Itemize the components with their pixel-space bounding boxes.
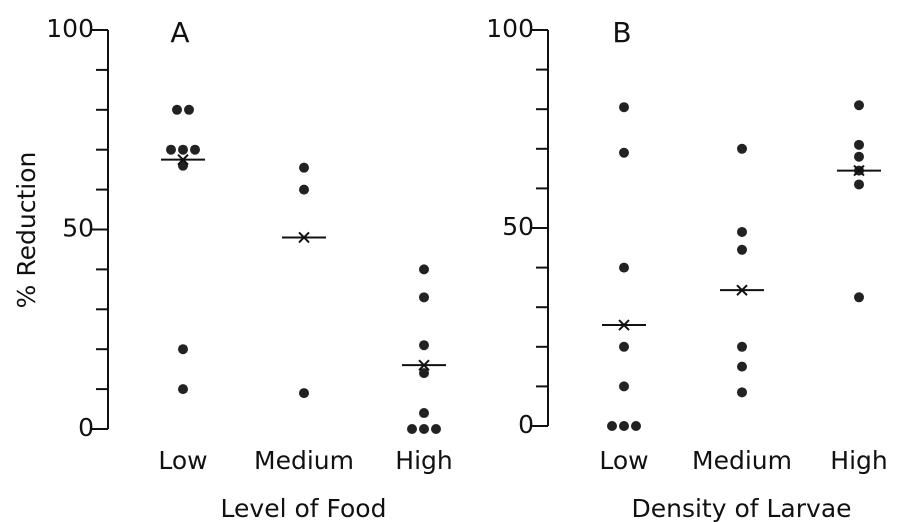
data-point [172,104,182,115]
data-point [854,151,864,162]
data-point [419,292,429,303]
data-point [419,424,429,434]
data-point [299,388,309,399]
data-point [419,264,429,275]
data-point [184,104,194,115]
data-point [737,226,747,237]
data-point [419,340,429,351]
x-tick-label: Medium [254,446,354,475]
x-tick-label: Medium [692,446,792,475]
data-point [299,184,309,195]
x-tick-label: High [830,446,887,475]
panel-title: A [170,16,189,49]
data-point [619,262,629,273]
data-point [619,381,629,392]
data-point [166,144,176,155]
y-tick-label: 0 [78,413,94,442]
data-point [619,102,629,113]
data-point [178,344,188,355]
data-point [631,421,641,431]
data-point [178,144,188,155]
data-point [619,147,629,158]
y-tick-label: 50 [62,214,94,243]
mean-marker [618,319,630,331]
data-point [419,408,429,419]
x-axis-label: Level of Food [221,494,387,522]
y-tick-label: 0 [518,410,534,439]
x-tick-label: Low [599,446,648,475]
data-point [737,361,747,372]
y-tick-label: 50 [502,212,534,241]
data-point [619,421,629,431]
data-point [178,384,188,395]
mean-marker [853,164,865,177]
data-point [854,179,864,190]
y-axis-label: % Reduction [12,152,41,309]
mean-marker [177,153,189,166]
data-point [854,139,864,150]
data-point [737,244,747,255]
panel-title: B [612,16,631,49]
mean-marker [736,284,748,296]
data-point [299,162,309,173]
data-point [737,341,747,352]
data-point [190,144,200,155]
mean-marker [418,359,430,371]
y-tick-label: 100 [46,14,94,43]
data-point [737,143,747,154]
data-point [407,424,417,434]
y-tick-label: 100 [486,14,534,43]
data-point [419,368,429,379]
x-tick-label: Low [158,446,207,475]
x-axis-label: Density of Larvae [631,494,851,522]
data-point [607,421,617,431]
data-point [619,341,629,352]
data-point [854,292,864,303]
x-tick-label: High [395,446,452,475]
data-point [737,387,747,398]
data-point [431,424,441,434]
data-point [854,100,864,111]
mean-marker [298,231,310,244]
